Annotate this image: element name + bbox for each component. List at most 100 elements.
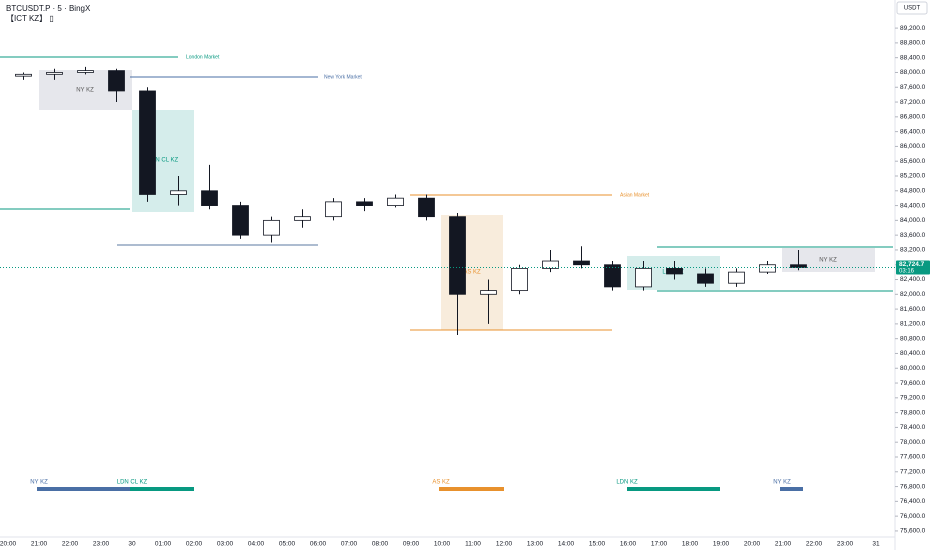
y-tick-label: 84,000.0 xyxy=(900,217,926,224)
candle-body xyxy=(232,205,249,236)
x-tick-label: 11:00 xyxy=(465,541,481,548)
market-label: Asian Market xyxy=(620,192,650,198)
box-label: LDN CL KZ xyxy=(148,158,179,164)
y-tick-label: 88,800.0 xyxy=(900,40,926,47)
y-tick-label: 78,800.0 xyxy=(900,409,926,416)
y-tick-label: 84,400.0 xyxy=(900,202,926,209)
candle-body xyxy=(77,70,94,73)
x-tick-label: 21:00 xyxy=(31,541,48,548)
x-tick-label: 20:00 xyxy=(744,541,761,548)
candle-body xyxy=(635,268,652,288)
x-tick-label: 10:00 xyxy=(434,541,451,548)
y-tick-label: 79,200.0 xyxy=(900,395,926,402)
market-label: London Market xyxy=(186,54,220,60)
candle-body xyxy=(201,190,218,206)
x-tick-label: 21:00 xyxy=(775,541,792,548)
price-axis-bg xyxy=(895,0,932,550)
candle-body xyxy=(263,219,280,236)
x-tick-label: 02:00 xyxy=(186,541,203,548)
x-tick-label: 30 xyxy=(128,541,136,548)
candle-body xyxy=(170,190,187,195)
x-tick-label: 14:00 xyxy=(558,541,575,548)
y-tick-label: 81,600.0 xyxy=(900,306,926,313)
x-tick-label: 23:00 xyxy=(837,541,854,548)
x-tick-label: 05:00 xyxy=(279,541,296,548)
market-label: New York Market xyxy=(324,74,362,80)
plot: 75,600.0 76,000.0 76,400.0 76,800.0 77,200.0… xyxy=(0,25,930,548)
x-tick-label: 15:00 xyxy=(589,541,606,548)
y-tick-label: 82,000.0 xyxy=(900,291,926,298)
session-bar xyxy=(627,487,720,491)
session-bar-label: NY KZ xyxy=(30,480,48,486)
x-tick-label: 06:00 xyxy=(310,541,327,548)
candle-body xyxy=(697,273,714,284)
session-bar-label: LDN CL KZ xyxy=(117,480,148,486)
last-price-label: 82,724.7 xyxy=(899,261,925,268)
y-tick-label: 76,400.0 xyxy=(900,498,926,505)
box-label: AS KZ xyxy=(463,270,481,276)
y-tick-label: 87,200.0 xyxy=(900,99,926,106)
candle-body xyxy=(418,197,435,218)
y-tick-label: 86,800.0 xyxy=(900,114,926,121)
x-tick-label: 22:00 xyxy=(62,541,79,548)
candle-body xyxy=(387,197,404,206)
candle-body xyxy=(573,260,590,266)
candle-body xyxy=(728,271,745,284)
candle-body xyxy=(449,216,466,295)
y-tick-label: 85,200.0 xyxy=(900,173,926,180)
y-tick-label: 79,600.0 xyxy=(900,380,926,387)
y-tick-label: 78,000.0 xyxy=(900,439,926,446)
x-tick-label: 23:00 xyxy=(93,541,110,548)
x-tick-label: 19:00 xyxy=(713,541,730,548)
indicator-label: 【ICT KZ】 ▯ xyxy=(6,14,54,23)
x-tick-label: 04:00 xyxy=(248,541,265,548)
y-tick-label: 86,000.0 xyxy=(900,143,926,150)
x-tick-label: 20:00 xyxy=(0,541,17,548)
candle-body xyxy=(666,268,683,275)
y-tick-label: 87,600.0 xyxy=(900,84,926,91)
x-tick-label: 22:00 xyxy=(806,541,823,548)
x-tick-label: 12:00 xyxy=(496,541,513,548)
y-tick-label: 88,000.0 xyxy=(900,69,926,76)
x-tick-label: 18:00 xyxy=(682,541,699,548)
countdown: 03:16 xyxy=(899,269,915,275)
candle-body xyxy=(139,90,156,195)
x-tick-label: 09:00 xyxy=(403,541,420,548)
y-tick-label: 78,400.0 xyxy=(900,424,926,431)
x-tick-label: 07:00 xyxy=(341,541,358,548)
x-tick-label: 31 xyxy=(872,541,880,548)
candle-body xyxy=(15,73,32,77)
x-tick-label: 01:00 xyxy=(155,541,172,548)
currency-button-label[interactable]: USDT xyxy=(904,6,921,12)
candle-body xyxy=(325,201,342,218)
y-tick-label: 85,600.0 xyxy=(900,158,926,165)
y-tick-label: 82,400.0 xyxy=(900,276,926,283)
x-tick-label: 08:00 xyxy=(372,541,389,548)
y-tick-label: 83,200.0 xyxy=(900,247,926,254)
candle-body xyxy=(108,70,125,92)
y-tick-label: 76,800.0 xyxy=(900,483,926,490)
y-tick-label: 86,400.0 xyxy=(900,128,926,135)
currency-button[interactable] xyxy=(896,1,928,15)
y-tick-label: 84,800.0 xyxy=(900,187,926,194)
y-tick-label: 80,400.0 xyxy=(900,350,926,357)
last-price-tag xyxy=(896,260,930,275)
candle-body xyxy=(46,72,63,75)
y-tick-label: 81,200.0 xyxy=(900,321,926,328)
session-bar-label: NY KZ xyxy=(773,480,791,486)
session-bar xyxy=(439,487,504,491)
candle-body xyxy=(511,268,528,292)
candle-body xyxy=(542,260,559,269)
y-tick-label: 76,000.0 xyxy=(900,513,926,520)
y-tick-label: 77,600.0 xyxy=(900,454,926,461)
y-tick-label: 77,200.0 xyxy=(900,468,926,475)
candle-body xyxy=(356,201,373,206)
candle-body xyxy=(294,216,311,221)
y-tick-label: 88,400.0 xyxy=(900,54,926,61)
session-bar xyxy=(130,487,194,491)
x-tick-label: 16:00 xyxy=(620,541,637,548)
chart-title: BTCUSDT.P · 5 · BingX xyxy=(6,4,91,13)
session-bar-label: AS KZ xyxy=(432,480,450,486)
